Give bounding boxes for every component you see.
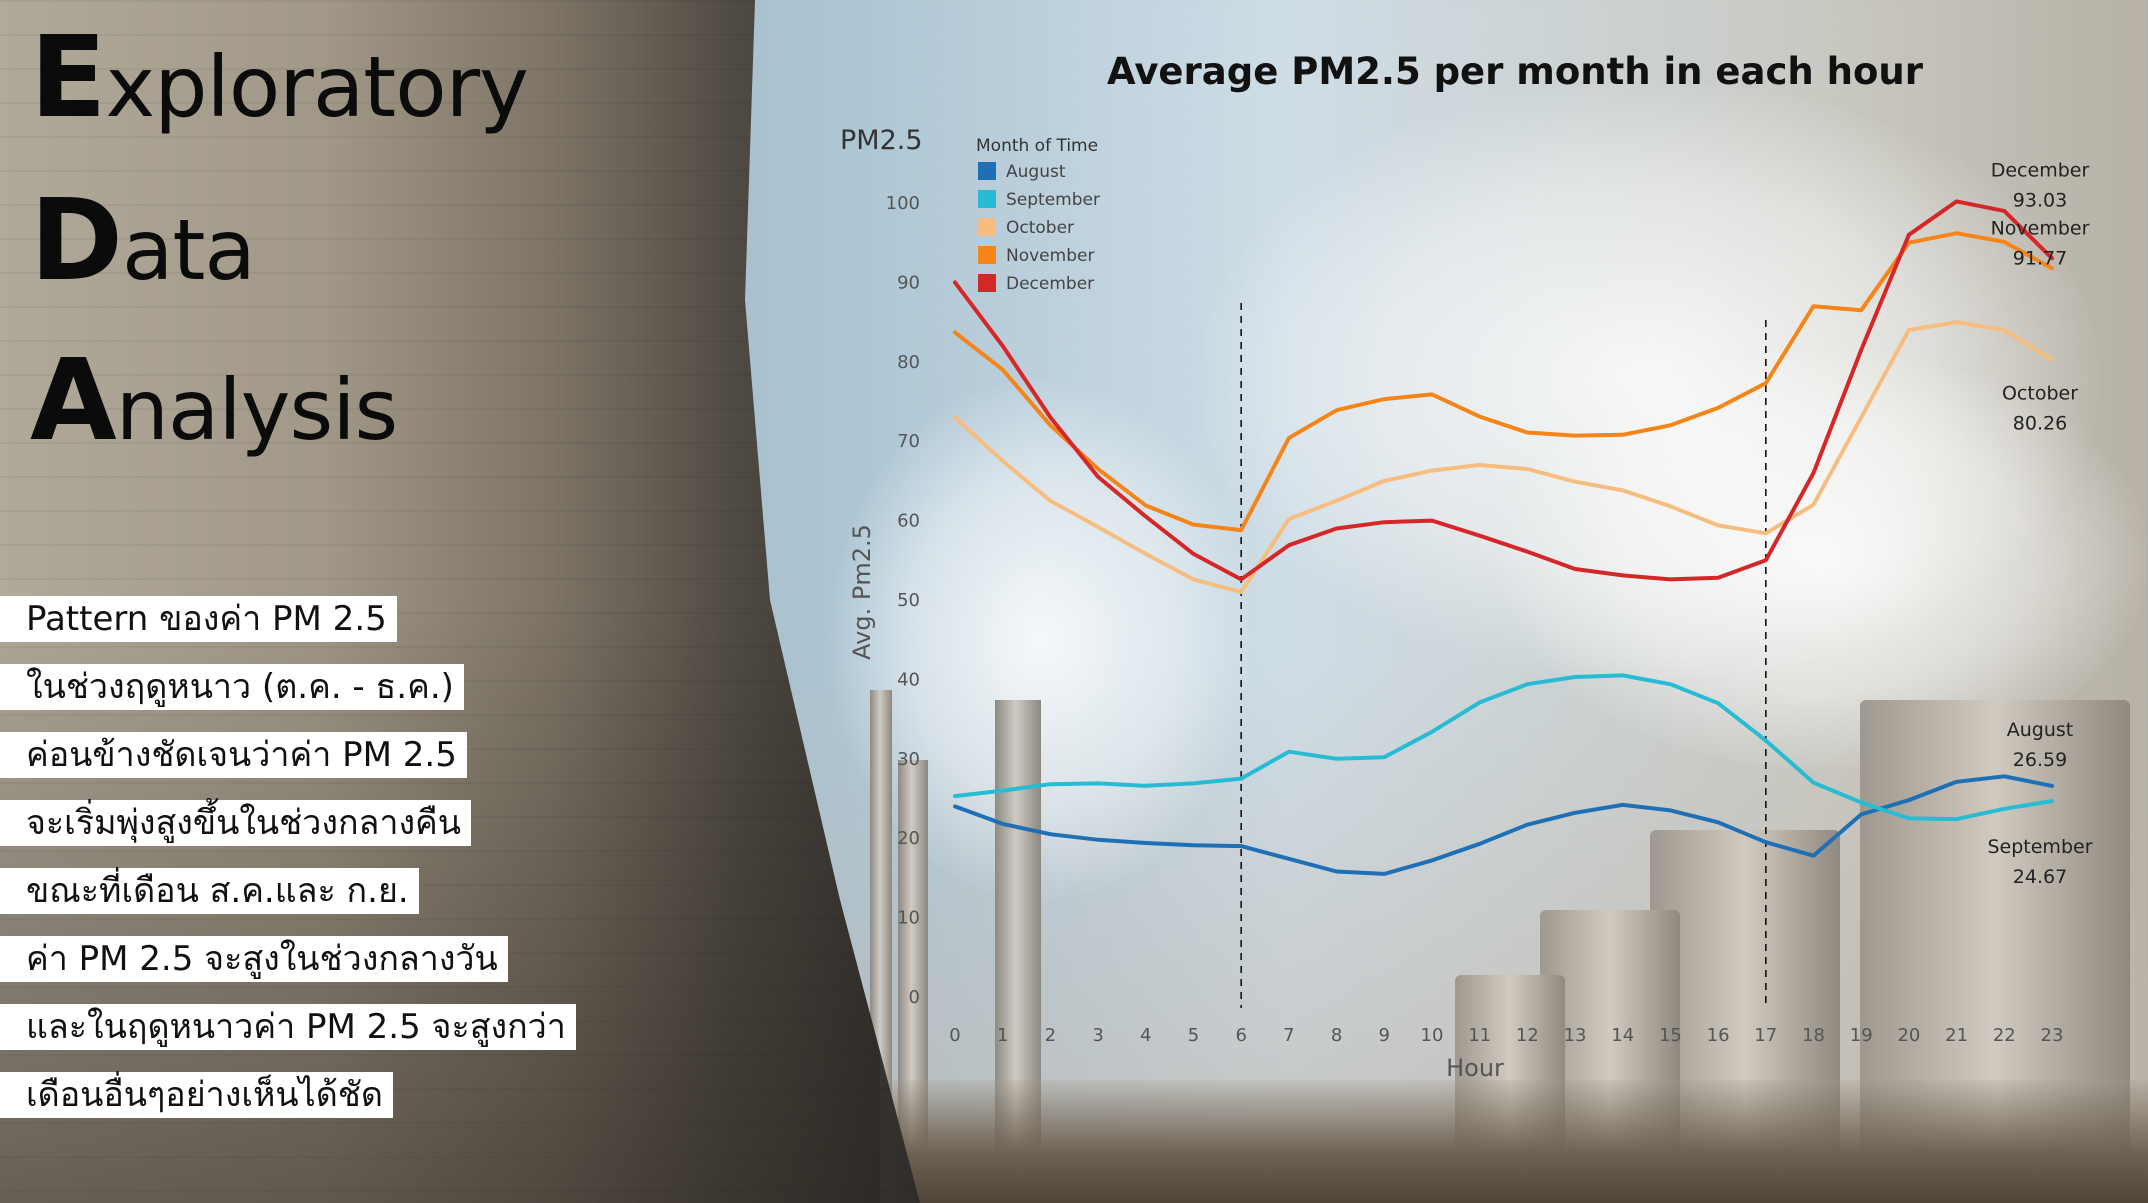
series-lines [953, 199, 2054, 876]
x-tick-label: 9 [1379, 1025, 1390, 1046]
x-tick-label: 0 [949, 1025, 960, 1046]
y-tick-label: 40 [897, 669, 920, 690]
y-tick-label: 60 [897, 511, 920, 532]
end-label-value: 91.77 [2013, 247, 2067, 269]
x-tick-label: 15 [1659, 1025, 1682, 1046]
title-word-1: Exploratory [30, 22, 529, 136]
panel-title: PM2.5 [840, 125, 923, 156]
x-tick-label: 2 [1045, 1025, 1056, 1046]
legend-swatch [978, 274, 996, 292]
series-line-august [953, 774, 2054, 876]
legend-label: November [1006, 246, 1094, 266]
end-label-name: August [2007, 719, 2074, 741]
note-line: เดือนอื่นๆอย่างเห็นได้ชัด [0, 1072, 393, 1118]
y-tick-label: 0 [909, 987, 920, 1008]
y-axis-label: Avg. Pm2.5 [848, 524, 876, 660]
legend-swatch [978, 218, 996, 236]
x-tick-label: 23 [2041, 1025, 2064, 1046]
note-line: ในช่วงฤดูหนาว (ต.ค. - ธ.ค.) [0, 664, 464, 710]
y-tick-label: 10 [897, 908, 920, 929]
x-tick-label: 19 [1850, 1025, 1873, 1046]
title-initial: E [30, 13, 107, 143]
legend-label: October [1006, 218, 1074, 238]
note-line: และในฤดูหนาวค่า PM 2.5 จะสูงกว่า [0, 1004, 576, 1050]
x-tick-label: 14 [1611, 1025, 1634, 1046]
x-tick-label: 13 [1564, 1025, 1587, 1046]
x-tick-label: 3 [1092, 1025, 1103, 1046]
title-rest: ata [121, 201, 256, 299]
x-tick-label: 20 [1897, 1025, 1920, 1046]
reference-lines [1240, 303, 1767, 1008]
end-labels: August 26.59 September 24.67 October 80.26 Nov… [1987, 159, 2092, 888]
x-tick-label: 8 [1331, 1025, 1342, 1046]
legend-label: September [1006, 190, 1100, 210]
end-label-name: October [2002, 383, 2078, 405]
end-label-value: 26.59 [2013, 749, 2067, 771]
legend-title: Month of Time [976, 136, 1098, 156]
series-line-september [953, 673, 2054, 822]
legend: August September October November December [978, 162, 1100, 294]
title-initial: D [30, 176, 123, 306]
series-line-october [953, 320, 2054, 595]
title-word-3: Analysis [30, 345, 399, 459]
note-line: ค่อนข้างชัดเจนว่าค่า PM 2.5 [0, 732, 467, 778]
end-label-value: 93.03 [2013, 189, 2067, 211]
end-label-name: December [1991, 159, 2090, 181]
ground [880, 1080, 2148, 1203]
series-line-november [953, 231, 2054, 533]
legend-swatch [978, 246, 996, 264]
y-tick-label: 100 [886, 193, 920, 214]
x-tick-label: 11 [1468, 1025, 1491, 1046]
end-label-name: November [1991, 217, 2090, 239]
x-axis-ticks: 0 1 2 3 4 5 6 7 8 9 10 11 12 13 14 15 16 17 18 19 20 21 22 23 [949, 1025, 2063, 1046]
chart-title: Average PM2.5 per month in each hour [1107, 50, 1924, 93]
x-tick-label: 12 [1516, 1025, 1539, 1046]
legend-swatch [978, 190, 996, 208]
note-line: Pattern ของค่า PM 2.5 [0, 596, 397, 642]
series-line-december [953, 199, 2054, 582]
x-tick-label: 17 [1754, 1025, 1777, 1046]
y-tick-label: 20 [897, 828, 920, 849]
legend-swatch [978, 162, 996, 180]
y-tick-label: 50 [897, 590, 920, 611]
x-tick-label: 6 [1235, 1025, 1246, 1046]
note-line: ค่า PM 2.5 จะสูงในช่วงกลางวัน [0, 936, 508, 982]
title-word-2: Data [30, 185, 256, 299]
end-label-name: September [1987, 836, 2092, 858]
x-tick-label: 7 [1283, 1025, 1294, 1046]
x-tick-label: 18 [1802, 1025, 1825, 1046]
note-line: ขณะที่เดือน ส.ค.และ ก.ย. [0, 868, 419, 914]
end-label-value: 24.67 [2013, 866, 2067, 888]
x-tick-label: 10 [1421, 1025, 1444, 1046]
x-tick-label: 5 [1188, 1025, 1199, 1046]
title-rest: nalysis [115, 361, 399, 459]
y-tick-label: 30 [897, 749, 920, 770]
x-tick-label: 22 [1993, 1025, 2016, 1046]
x-tick-label: 4 [1140, 1025, 1151, 1046]
title-rest: xploratory [105, 38, 529, 136]
note-line: จะเริ่มพุ่งสูงขึ้นในช่วงกลางคืน [0, 800, 472, 846]
y-tick-label: 90 [897, 272, 920, 293]
legend-label: August [1006, 162, 1066, 182]
x-tick-label: 16 [1707, 1025, 1730, 1046]
x-axis-label: Hour [1446, 1054, 1504, 1082]
y-tick-label: 70 [897, 431, 920, 452]
x-tick-label: 21 [1945, 1025, 1968, 1046]
legend-label: December [1006, 274, 1094, 294]
end-label-value: 80.26 [2013, 413, 2067, 435]
y-tick-label: 80 [897, 352, 920, 373]
y-axis-ticks: 0 10 20 30 40 50 60 70 80 90 100 [886, 193, 920, 1008]
x-tick-label: 1 [997, 1025, 1008, 1046]
title-initial: A [30, 336, 117, 466]
